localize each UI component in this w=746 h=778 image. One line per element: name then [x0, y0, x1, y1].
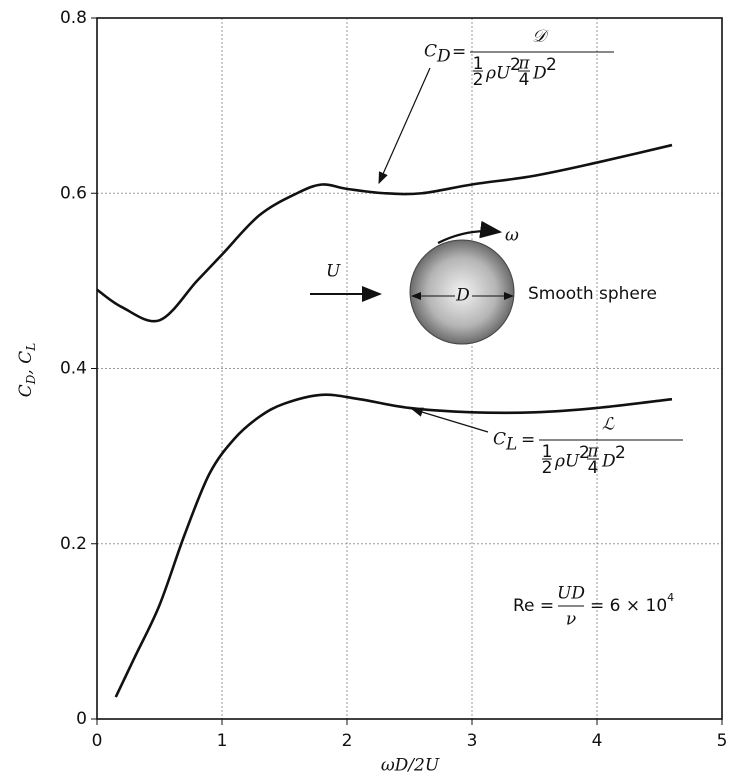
formula-diameter: D — [601, 452, 616, 472]
y-tick-label: 0 — [76, 709, 87, 729]
formula-diameter-power: 2 — [615, 443, 626, 463]
reynolds-lhs: Re = — [513, 596, 554, 616]
diameter-label: D — [455, 286, 470, 306]
formula-numerator: ℒ — [602, 415, 615, 435]
formula-equals: = — [521, 430, 535, 450]
x-axis-label: ωD/2U — [381, 756, 440, 776]
formula-half-den: 2 — [473, 70, 484, 90]
formula-pi: π — [586, 442, 599, 462]
formula-symbol: C — [424, 42, 437, 62]
lift-pointer — [410, 407, 489, 433]
y-tick-label: 0.6 — [60, 183, 87, 203]
x-tick-label: 0 — [92, 731, 103, 751]
formula-velocity-power: 2 — [579, 443, 590, 463]
marks — [96, 143, 673, 698]
formula-half-den: 2 — [542, 458, 553, 478]
formula-equals: = — [452, 42, 466, 62]
formula-subscript: D — [436, 47, 451, 67]
x-tick-label: 5 — [717, 731, 728, 751]
formula-velocity-power: 2 — [510, 55, 521, 75]
sphere-label: Smooth sphere — [528, 284, 657, 304]
drag-pointer — [378, 67, 431, 185]
formula-symbol: C — [493, 430, 506, 450]
formula-quarter-den: 4 — [519, 70, 530, 90]
rotation-label: ω — [505, 226, 519, 246]
sphere — [409, 239, 515, 345]
formula-density-velocity: ρU — [485, 64, 511, 84]
y-tick-label: 0.8 — [60, 8, 87, 28]
reynolds-rhs: = 6 × 104 — [590, 591, 674, 616]
y-tick-label: 0.2 — [60, 534, 87, 554]
formula-half-num: 1 — [473, 54, 484, 74]
velocity-label: U — [326, 262, 341, 282]
formula-diameter-power: 2 — [546, 55, 557, 75]
x-tick-label: 2 — [342, 731, 353, 751]
x-tick-label: 1 — [217, 731, 228, 751]
formula-numerator: 𝒟 — [532, 27, 549, 47]
data-line — [96, 143, 673, 323]
formula-subscript: L — [505, 435, 517, 455]
formula-density-velocity: ρU — [554, 452, 580, 472]
formula-quarter-den: 4 — [588, 458, 599, 478]
x-tick-label: 4 — [592, 731, 603, 751]
y-tick-label: 0.4 — [60, 359, 87, 379]
y-axis-label: CD, CL — [16, 343, 38, 397]
formula-pi: π — [517, 54, 530, 74]
reynolds-denominator: ν — [566, 610, 576, 630]
x-tick-label: 3 — [467, 731, 478, 751]
rotation-arrow — [437, 220, 503, 244]
formula-half-num: 1 — [542, 442, 553, 462]
formula-diameter: D — [532, 64, 547, 84]
data-line — [114, 393, 673, 698]
reynolds-numerator: UD — [557, 584, 585, 604]
